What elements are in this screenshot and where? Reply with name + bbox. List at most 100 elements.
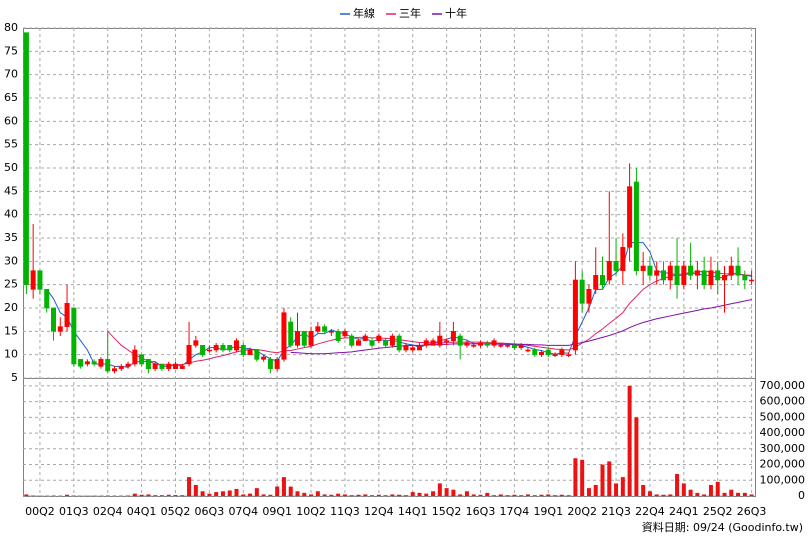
volume-bar <box>451 489 456 496</box>
candle-body <box>410 347 416 351</box>
volume-bar <box>180 495 185 496</box>
candle-body <box>118 366 124 369</box>
candle-body <box>179 366 185 369</box>
candle-body <box>349 335 355 346</box>
volume-bar <box>342 494 347 496</box>
volume-bar <box>146 494 151 496</box>
candle-body <box>457 335 463 346</box>
x-tick-label: 16Q3 <box>466 505 496 518</box>
volume-bar <box>675 473 680 496</box>
x-tick-label: 17Q4 <box>500 505 530 518</box>
volume-bar <box>586 488 591 496</box>
volume-bar <box>471 494 476 496</box>
volume-bar <box>525 494 530 496</box>
candle-body <box>450 331 456 341</box>
candle-body <box>491 340 497 346</box>
volume-tick-label: 100,000 <box>760 473 806 486</box>
volume-bar <box>485 492 490 496</box>
volume-bar <box>600 464 605 496</box>
candle-body <box>647 265 653 276</box>
volume-bar <box>498 494 503 496</box>
x-tick-label: 09Q1 <box>262 505 292 518</box>
volume-bar <box>532 495 537 496</box>
volume-bar <box>492 495 497 496</box>
volume-bar <box>539 494 544 496</box>
volume-bar <box>593 484 598 496</box>
y-tick-label: 15 <box>4 324 18 337</box>
x-tick-label: 25Q2 <box>703 505 733 518</box>
volume-bar <box>749 494 754 496</box>
volume-bar <box>742 492 747 496</box>
candle-body <box>186 345 192 365</box>
volume-bar <box>437 483 442 496</box>
volume-tick-label: 600,000 <box>760 395 806 408</box>
candle-body <box>30 270 36 290</box>
y-tick-label: 5 <box>11 371 18 384</box>
volume-tick-label: 300,000 <box>760 442 806 455</box>
volume-bar <box>65 494 70 496</box>
volume-bar <box>417 492 422 496</box>
y-tick-label: 55 <box>4 138 18 151</box>
candle-body <box>301 331 307 346</box>
volume-bar <box>444 488 449 496</box>
volume-bar <box>315 491 320 496</box>
candle-body <box>335 331 341 341</box>
volume-bar <box>383 495 388 496</box>
volume-bar <box>478 494 483 496</box>
candle-body <box>498 345 504 347</box>
volume-tick-label: 700,000 <box>760 379 806 392</box>
volume-bar <box>424 493 429 496</box>
volume-bar <box>248 493 253 496</box>
volume-bar <box>512 494 517 496</box>
volume-bar <box>708 484 713 496</box>
candle-body <box>294 331 300 346</box>
ma-line <box>107 271 752 366</box>
volume-bar <box>241 494 246 496</box>
candle-body <box>444 340 450 342</box>
candle-body <box>701 270 707 285</box>
volume-bar <box>200 491 205 496</box>
volume-bar <box>431 491 436 496</box>
volume-bar <box>356 494 361 496</box>
candle-body <box>667 265 673 281</box>
y-tick-label: 60 <box>4 114 18 127</box>
candle-body <box>328 331 334 333</box>
candle-body <box>715 270 721 281</box>
candle-body <box>84 361 90 365</box>
volume-bar <box>702 494 707 496</box>
volume-bar <box>349 495 354 496</box>
candle-body <box>200 345 206 355</box>
candle-body <box>586 289 592 304</box>
volume-bar <box>654 494 659 496</box>
candle-body <box>267 359 273 369</box>
candle-body <box>342 331 348 337</box>
candle-body <box>633 181 639 271</box>
candle-body <box>132 349 138 365</box>
y-tick-label: 65 <box>4 91 18 104</box>
volume-bar <box>214 492 219 496</box>
candle-body <box>694 270 700 276</box>
candle-body <box>71 307 77 365</box>
candle-body <box>708 270 714 285</box>
candle-body <box>254 349 260 360</box>
candle-body <box>579 279 585 304</box>
candle-body <box>572 279 578 351</box>
candle-body <box>220 345 226 351</box>
volume-bar <box>390 494 395 496</box>
candle-body <box>518 345 524 348</box>
volume-bar <box>220 491 225 496</box>
candle-body <box>308 331 314 346</box>
candle-body <box>23 32 29 285</box>
volume-tick-label: 0 <box>798 489 805 502</box>
volume-bar <box>580 459 585 496</box>
volume-tick-label: 400,000 <box>760 426 806 439</box>
candle-body <box>640 265 646 271</box>
candle-body <box>261 356 267 360</box>
x-tick-label: 22Q4 <box>635 505 665 518</box>
candle-body <box>112 368 118 372</box>
candle-body <box>362 335 368 341</box>
candle-body <box>240 345 246 355</box>
volume-bar <box>566 495 571 496</box>
candle-body <box>37 270 43 290</box>
candle-body <box>430 340 436 346</box>
